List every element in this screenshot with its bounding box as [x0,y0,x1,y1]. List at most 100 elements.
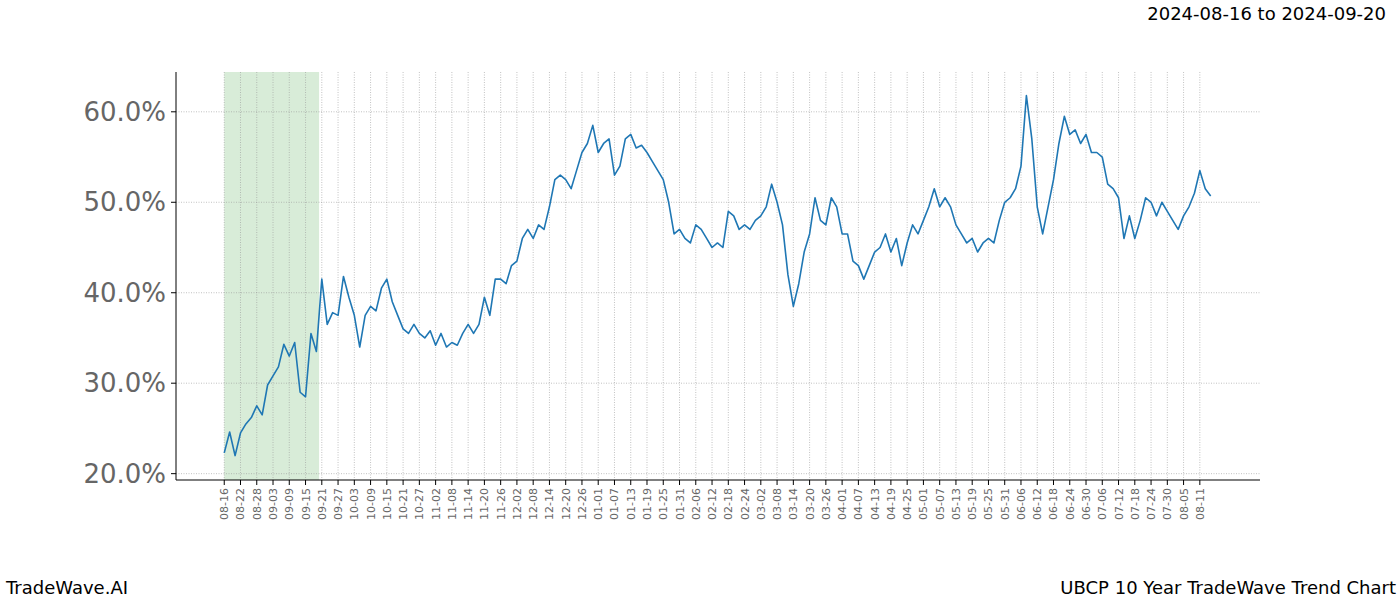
x-tick-label: 04-19 [885,488,898,520]
x-tick-label: 07-12 [1113,488,1126,520]
grid-line [240,72,241,480]
grid-line [923,72,924,480]
x-tick-label: 01-31 [674,488,687,520]
x-tick-label: 12-14 [543,488,556,520]
x-tick-label: 06-06 [1015,488,1028,520]
x-tick [386,480,387,485]
x-tick [614,480,615,485]
x-tick [1199,480,1200,485]
grid-line [1183,72,1184,480]
x-tick-label: 04-13 [869,488,882,520]
x-tick [712,480,713,485]
x-tick-label: 06-12 [1031,488,1044,520]
x-tick [468,480,469,485]
x-tick-label: 12-08 [527,488,540,520]
x-tick [484,480,485,485]
x-tick [874,480,875,485]
x-tick-label: 01-19 [641,488,654,520]
x-tick [403,480,404,485]
x-tick-label: 06-24 [1064,488,1077,520]
x-tick-label: 09-03 [267,488,280,520]
x-tick [338,480,339,485]
y-tick [171,383,176,384]
y-tick [171,473,176,474]
x-tick-label: 06-30 [1080,488,1093,520]
x-tick [695,480,696,485]
x-tick [955,480,956,485]
x-tick [1134,480,1135,485]
x-tick-label: 05-19 [966,488,979,520]
x-tick [581,480,582,485]
x-tick [1118,480,1119,485]
y-tick-label: 40.0% [83,278,166,308]
x-tick-label: 04-07 [852,488,865,520]
x-tick-label: 05-13 [950,488,963,520]
x-tick-label: 07-06 [1096,488,1109,520]
grid-line [777,72,778,480]
x-tick-label: 09-15 [300,488,313,520]
x-tick [1004,480,1005,485]
x-tick-label: 05-25 [982,488,995,520]
grid-line [728,72,729,480]
y-axis [176,72,177,480]
grid-line [1086,72,1087,480]
x-tick [679,480,680,485]
x-tick-label: 01-01 [592,488,605,520]
x-tick-label: 10-09 [365,488,378,520]
x-tick [500,480,501,485]
x-tick-label: 09-27 [332,488,345,520]
x-tick-label: 08-11 [1194,488,1207,520]
x-tick-label: 01-07 [608,488,621,520]
x-tick-label: 04-25 [901,488,914,520]
x-tick [370,480,371,485]
x-tick [988,480,989,485]
x-tick [760,480,761,485]
grid-line [646,72,647,480]
y-tick-label: 20.0% [83,459,166,489]
x-tick [777,480,778,485]
x-tick-label: 11-08 [446,488,459,520]
x-tick [1069,480,1070,485]
grid-line [630,72,631,480]
x-tick-label: 07-18 [1129,488,1142,520]
grid-line [988,72,989,480]
x-tick [842,480,843,485]
x-tick-label: 10-21 [397,488,410,520]
x-tick-label: 10-15 [381,488,394,520]
x-tick-label: 01-13 [625,488,638,520]
grid-line [403,72,404,480]
grid-line [907,72,908,480]
x-tick-label: 11-20 [478,488,491,520]
x-tick [809,480,810,485]
grid-line [1020,72,1021,480]
x-tick-label: 03-14 [787,488,800,520]
grid-line [598,72,599,480]
grid-line [939,72,940,480]
x-tick-label: 08-22 [234,488,247,520]
chart: 20.0%30.0%40.0%50.0%60.0%08-1608-2208-28… [0,0,1400,600]
x-tick-label: 10-03 [348,488,361,520]
x-tick [321,480,322,485]
x-tick-label: 08-28 [251,488,264,520]
grid-line [614,72,615,480]
grid-line [176,111,1260,112]
grid-line [533,72,534,480]
x-axis [176,480,1260,481]
x-tick [1020,480,1021,485]
y-tick [171,111,176,112]
y-tick [171,292,176,293]
grid-line [874,72,875,480]
grid-line [1053,72,1054,480]
grid-line [176,202,1260,203]
x-tick-label: 09-21 [316,488,329,520]
x-tick-label: 03-08 [771,488,784,520]
x-tick [630,480,631,485]
grid-line [1037,72,1038,480]
x-tick-label: 02-12 [706,488,719,520]
grid-line [890,72,891,480]
grid-line [581,72,582,480]
grid-line [744,72,745,480]
subtitle: 2024-08-16 to 2024-09-20 [1147,3,1386,24]
grid-line [451,72,452,480]
grid-line [1134,72,1135,480]
